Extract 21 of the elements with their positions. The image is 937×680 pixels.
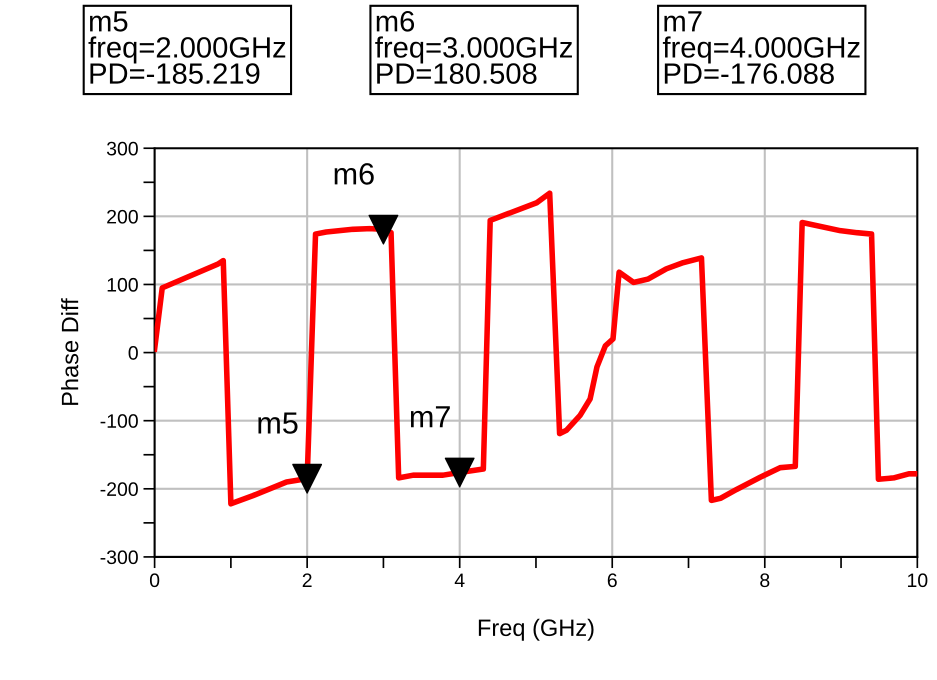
x-tick-label: 2 (302, 573, 312, 587)
y-axis-title: Phase Diff (61, 298, 78, 405)
y-tick-label: -300 (100, 550, 138, 564)
y-tick-label: 200 (107, 210, 138, 224)
annotation: m7 (410, 406, 450, 428)
x-tick-label: 10 (908, 573, 928, 588)
y-tick-label: -200 (100, 482, 138, 496)
x-tick-label: 8 (760, 573, 770, 588)
y-tick-label: 300 (106, 142, 138, 156)
x-tick-label: 4 (454, 574, 465, 587)
text: m7 freq=4.000GHz PD=-176.088 (662, 11, 860, 84)
text: m6 freq=3.000GHz PD=180.508 (375, 10, 572, 84)
x-tick-label: 6 (608, 573, 617, 588)
annotation: m5 (258, 412, 298, 434)
annotation: m6 (334, 163, 374, 185)
text: m5 freq=2.000GHz PD=-185.219 (88, 11, 286, 84)
x-tick-label: 0 (150, 573, 160, 588)
y-tick-label: -100 (100, 414, 138, 428)
x-axis-title: Freq (GHz) (478, 618, 594, 641)
y-tick-label: 0 (128, 346, 138, 360)
y-tick-label: 100 (108, 278, 138, 292)
